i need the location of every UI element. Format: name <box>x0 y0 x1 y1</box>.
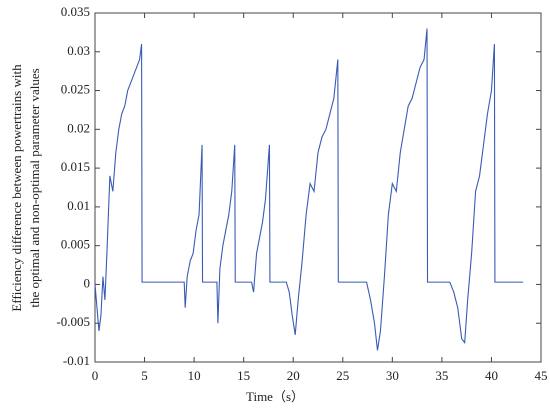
y-tick-label: 0.025 <box>61 82 90 97</box>
x-tick-label: 35 <box>435 368 448 383</box>
x-tick-label: 10 <box>188 368 201 383</box>
x-tick-label: 0 <box>92 368 99 383</box>
y-axis-label: Efficiency difference between powertrain… <box>9 64 24 312</box>
y-tick-label: 0.03 <box>67 43 90 58</box>
x-axis-label: Time（s） <box>246 389 304 404</box>
y-axis-label: the optimal and non-optimal parameter va… <box>27 68 42 307</box>
x-tick-label: 20 <box>287 368 300 383</box>
y-tick-label: 0.01 <box>67 198 90 213</box>
x-tick-label: 30 <box>386 368 399 383</box>
y-tick-label: 0.015 <box>61 159 90 174</box>
x-tick-label: 25 <box>336 368 349 383</box>
x-tick-label: 45 <box>535 368 548 383</box>
x-tick-label: 15 <box>237 368 250 383</box>
y-tick-label: 0 <box>84 275 91 290</box>
x-tick-label: 5 <box>141 368 148 383</box>
y-tick-label: -0.01 <box>63 353 90 368</box>
y-tick-label: 0.035 <box>61 4 90 19</box>
data-line <box>94 28 524 351</box>
x-tick-label: 40 <box>485 368 498 383</box>
y-tick-label: 0.02 <box>67 120 90 135</box>
y-tick-label: -0.005 <box>56 314 90 329</box>
plot-frame <box>94 12 542 363</box>
y-tick-label: 0.005 <box>61 237 90 252</box>
